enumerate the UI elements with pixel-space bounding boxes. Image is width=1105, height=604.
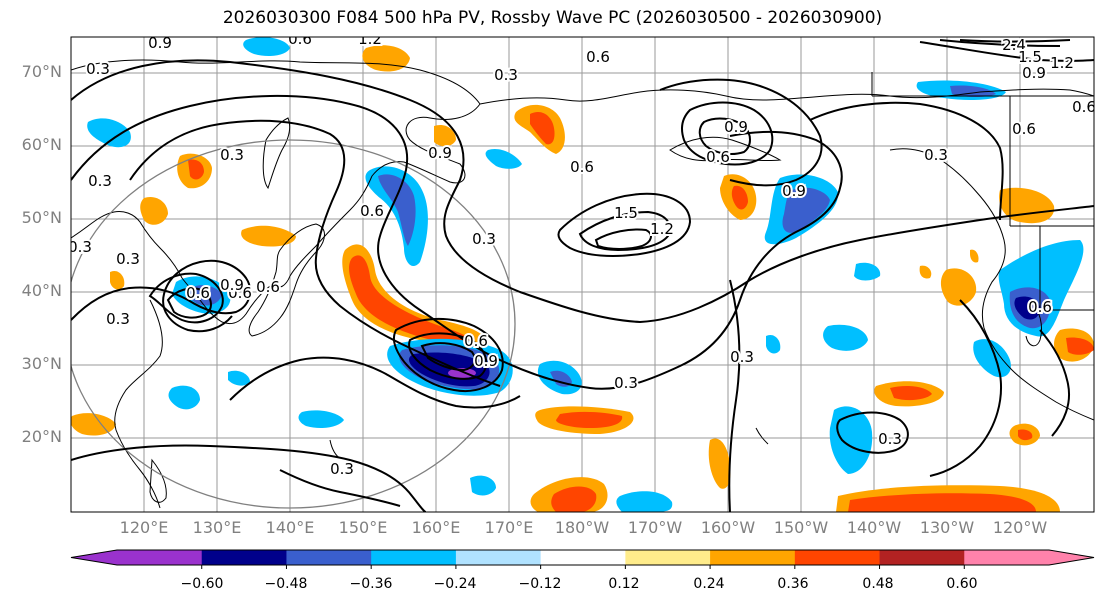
contour-label: 1.2 — [358, 30, 382, 48]
lon-label: 150°E — [338, 518, 388, 537]
lon-label: 140°W — [846, 518, 902, 537]
radius-circle — [71, 139, 516, 509]
colorbar-outline — [70, 549, 1095, 566]
contour-label: 0.3 — [68, 238, 92, 256]
contour-label: 0.3 — [924, 146, 948, 164]
colorbar-segment — [879, 550, 965, 565]
lon-label: 120°W — [992, 518, 1048, 537]
colorbar-tick-label: 0.36 — [777, 576, 809, 592]
contour-label: 0.9 — [782, 182, 806, 200]
colorbar-tick-label: 0.24 — [693, 576, 725, 592]
contour-label: 1.5 — [614, 204, 638, 222]
map-frame — [70, 36, 1095, 513]
contour-label: 0.9 — [474, 352, 498, 370]
contour-label: 0.6 — [1072, 98, 1096, 116]
contour-label: 2.4 — [1002, 36, 1026, 54]
lon-label: 150°W — [773, 518, 829, 537]
colorbar-tick-label: −0.24 — [433, 576, 477, 592]
lon-label: 170°E — [484, 518, 534, 537]
coastlines — [71, 59, 1094, 509]
contour-label: 0.3 — [614, 374, 638, 392]
colorbar-tick-label: −0.36 — [349, 576, 393, 592]
lon-label: 130°W — [919, 518, 975, 537]
colorbar-segment — [710, 550, 796, 565]
lat-label: 70°N — [21, 62, 62, 81]
lat-label: 40°N — [21, 281, 62, 300]
colorbar-right-extension — [1049, 550, 1094, 565]
lon-label: 160°W — [700, 518, 756, 537]
lon-label: 120°E — [119, 518, 169, 537]
contour-label: 0.6 — [570, 158, 594, 176]
lon-label: 180°W — [554, 518, 610, 537]
contour-label: 1.2 — [650, 220, 674, 238]
pv-anomaly-shading — [71, 37, 1094, 512]
lon-label: 170°W — [627, 518, 683, 537]
contour-label: 0.3 — [88, 172, 112, 190]
contour-label: 0.9 — [724, 118, 748, 136]
contour-label: 0.9 — [428, 144, 452, 162]
contour-label: 0.6 — [288, 30, 312, 48]
contour-label: 0.6 — [228, 284, 252, 302]
lon-label: 130°E — [192, 518, 242, 537]
colorbar — [70, 549, 1095, 569]
colorbar-segment — [540, 550, 626, 565]
lon-label: 160°E — [411, 518, 461, 537]
contour-label: 0.6 — [586, 48, 610, 66]
colorbar-segment — [794, 550, 881, 565]
colorbar-tick-label: −0.12 — [518, 576, 562, 592]
map-title: 2026030300 F084 500 hPa PV, Rossby Wave … — [222, 8, 883, 28]
contour-label: 0.3 — [106, 310, 130, 328]
contour-label: 0.3 — [878, 430, 902, 448]
contour-label: 0.3 — [472, 230, 496, 248]
colorbar-segment — [455, 550, 542, 565]
contour-label: 0.9 — [220, 276, 244, 294]
colorbar-segment — [625, 550, 711, 565]
colorbar-left-extension — [71, 550, 117, 565]
contour-label: 0.6 — [360, 202, 384, 220]
contour-label: 0.3 — [116, 250, 140, 268]
lat-label: 50°N — [21, 208, 62, 227]
colorbar-tick-label: 0.12 — [608, 576, 640, 592]
colorbar-tick-label: −0.60 — [180, 576, 224, 592]
lat-label: 30°N — [21, 354, 62, 373]
lon-label: 140°E — [265, 518, 315, 537]
contour-label: 0.6 — [1028, 298, 1052, 316]
contour-label: 0.6 — [706, 148, 730, 166]
contour-label: 0.3 — [220, 146, 244, 164]
lat-label: 60°N — [21, 135, 62, 154]
contour-label: 0.6 — [1012, 120, 1036, 138]
contour-labels: 0.9 1.2 0.6 0.3 0.3 0.6 0.6 0.9 0.3 0.3 … — [68, 30, 1096, 480]
colorbar-segment — [964, 550, 1050, 565]
contour-label: 0.3 — [730, 348, 754, 366]
contour-label: 1.2 — [1050, 54, 1074, 72]
pv-contours — [71, 39, 1094, 512]
colorbar-tick-label: 0.60 — [946, 576, 978, 592]
colorbar-tick-label: 0.48 — [862, 576, 894, 592]
colorbar-segment — [286, 550, 372, 565]
contour-label: 0.3 — [86, 60, 110, 78]
colorbar-segment — [371, 550, 457, 565]
contour-label: 0.6 — [186, 284, 210, 302]
colorbar-segment — [117, 550, 203, 565]
colorbar-tick-label: −0.48 — [264, 576, 308, 592]
contour-label: 1.5 — [1018, 48, 1042, 66]
contour-label: 0.3 — [494, 66, 518, 84]
lat-label: 20°N — [21, 427, 62, 446]
colorbar-segment — [201, 550, 287, 565]
contour-label: 0.9 — [1022, 64, 1046, 82]
contour-label: 0.3 — [330, 460, 354, 478]
contour-label: 0.6 — [464, 332, 488, 350]
contour-label: 0.6 — [256, 278, 280, 296]
contour-label: 0.9 — [148, 34, 172, 52]
